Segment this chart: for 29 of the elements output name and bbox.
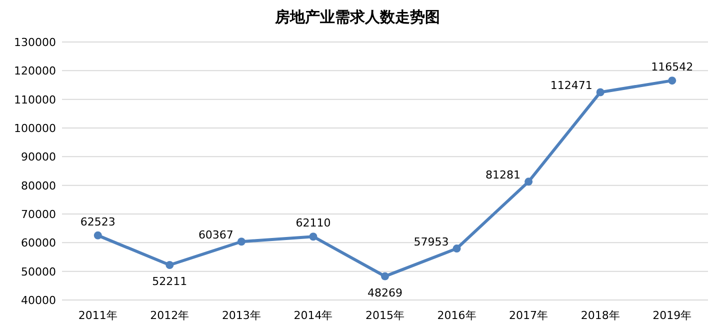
xtick: 2013年 <box>222 309 261 322</box>
ytick: 100000 <box>14 122 56 135</box>
ytick: 130000 <box>14 36 56 49</box>
ytick: 50000 <box>21 265 56 278</box>
ytick: 110000 <box>14 93 56 106</box>
data-label: 112471 <box>550 79 592 92</box>
xtick: 2017年 <box>509 309 548 322</box>
title: 房地产业需求人数走势图 <box>275 8 440 26</box>
data-label: 52211 <box>152 275 188 288</box>
xtick: 2014年 <box>294 309 333 322</box>
xtick: 2016年 <box>437 309 476 322</box>
ytick: 70000 <box>21 208 56 221</box>
xtick: 2015年 <box>366 309 404 322</box>
data-label: 116542 <box>651 60 694 74</box>
ytick: 80000 <box>21 179 56 192</box>
data-label: 60367 <box>198 228 234 242</box>
xtick: 2012年 <box>150 309 190 322</box>
ytick: 120000 <box>14 64 56 78</box>
data-label: 57953 <box>414 236 449 249</box>
data-label: 81281 <box>486 168 521 182</box>
data-label: 62110 <box>296 216 331 230</box>
ytick: 40000 <box>21 294 56 307</box>
xtick: 2011年 <box>78 309 118 322</box>
xtick: 2018年 <box>580 309 620 322</box>
data-label: 48269 <box>368 286 402 300</box>
xtick: 2019年 <box>652 309 692 322</box>
ytick: 60000 <box>21 236 56 250</box>
data-label: 62523 <box>80 215 116 228</box>
ytick: 90000 <box>21 150 56 164</box>
